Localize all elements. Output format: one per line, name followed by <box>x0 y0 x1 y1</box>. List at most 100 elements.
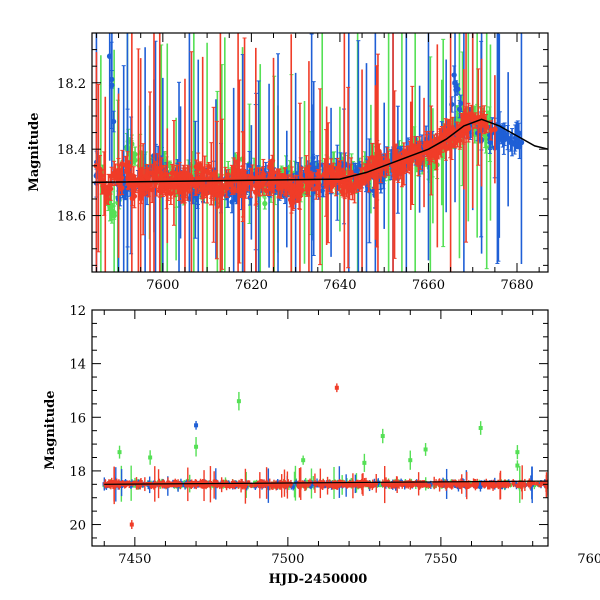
blue-data-point <box>452 79 458 86</box>
blue-data-point <box>458 100 464 106</box>
y-tick-label: 18.2 <box>57 77 86 92</box>
green-data-point <box>557 484 561 488</box>
green-data-point <box>262 200 268 207</box>
blue-data-point <box>356 163 363 169</box>
red-data-point <box>315 184 321 190</box>
red-data-point <box>176 186 182 192</box>
red-data-point <box>306 179 312 186</box>
red-data-point <box>298 186 305 193</box>
blue-data-point <box>505 136 511 143</box>
x-tick-label: 7660 <box>412 278 445 293</box>
red-data-point <box>199 172 206 179</box>
green-data-point <box>581 482 585 486</box>
red-data-point <box>395 169 402 176</box>
red-data-point <box>384 157 391 163</box>
red-data-point <box>331 175 337 181</box>
red-data-point <box>108 186 114 192</box>
red-data-point <box>100 183 106 189</box>
red-data-point <box>469 113 476 119</box>
red-data-point <box>349 189 356 195</box>
red-data-point <box>214 192 220 198</box>
red-data-point <box>171 170 177 176</box>
red-data-point <box>275 180 282 186</box>
red-data-point <box>206 163 212 170</box>
red-data-point <box>339 188 345 195</box>
red-data-point <box>359 179 365 186</box>
red-data-point <box>159 184 165 190</box>
red-data-point <box>390 162 396 169</box>
green-data-point <box>580 483 584 487</box>
red-data-point <box>484 124 490 130</box>
bottom-panel: 745075007550760076501214161820 <box>69 304 600 567</box>
red-data-point <box>137 186 144 192</box>
x-tick-label: 7680 <box>500 278 533 293</box>
blue-data-point <box>109 82 115 88</box>
red-data-point <box>335 166 341 172</box>
x-tick-label: 7640 <box>323 278 356 293</box>
red-data-point <box>357 184 363 190</box>
x-tick-label: 7600 <box>146 278 179 293</box>
blue-data-point <box>111 118 117 125</box>
red-data-point <box>377 161 383 167</box>
red-data-point <box>151 172 157 179</box>
red-data-point <box>164 182 171 189</box>
green-data-point <box>592 484 596 488</box>
red-data-point <box>124 168 130 174</box>
red-data-point <box>142 186 148 192</box>
blue-data-point <box>496 133 503 139</box>
red-data-point <box>263 188 269 194</box>
red-data-point <box>126 163 132 169</box>
green-data-point <box>560 482 564 486</box>
blue-data-point <box>106 53 113 60</box>
red-data-point <box>237 183 243 190</box>
red-data-point <box>203 191 209 197</box>
red-data-point <box>158 164 165 170</box>
red-data-point <box>288 189 295 196</box>
green-data-point <box>111 212 117 219</box>
red-data-point <box>257 174 263 180</box>
red-data-point <box>211 172 217 178</box>
red-data-point <box>131 193 138 199</box>
green-data-point <box>593 483 597 487</box>
red-data-point <box>443 146 449 152</box>
red-data-point <box>253 182 259 189</box>
green-data-point <box>580 482 584 486</box>
red-data-point <box>329 183 335 190</box>
red-data-point <box>217 186 224 192</box>
y-tick-label: 18.6 <box>57 210 86 225</box>
red-data-point <box>282 173 288 180</box>
blue-data-point <box>453 87 459 93</box>
y-tick-label: 18.4 <box>57 143 86 158</box>
red-data-point <box>115 172 122 179</box>
red-data-point <box>323 172 330 179</box>
red-data-point <box>270 169 277 176</box>
top-panel: 7600 7620 7640 7660 7680 18.2 18.4 18.6 <box>57 32 549 293</box>
red-data-point <box>352 183 358 189</box>
red-data-point <box>492 126 498 133</box>
red-data-point <box>372 159 379 166</box>
blue-data-point <box>515 130 521 136</box>
red-data-point <box>442 130 449 137</box>
red-data-point <box>417 154 423 160</box>
red-data-point <box>478 119 485 126</box>
red-data-point <box>438 133 444 140</box>
red-data-point <box>111 170 117 176</box>
red-data-point <box>193 179 199 185</box>
red-data-point <box>205 169 211 175</box>
plot-area <box>102 383 597 530</box>
plot-frame <box>91 32 549 273</box>
red-data-point <box>154 165 161 171</box>
green-data-point <box>483 135 489 141</box>
blue-data-point <box>518 139 525 146</box>
red-data-point <box>265 181 272 187</box>
red-data-point <box>375 154 381 160</box>
x-tick-label: 7620 <box>235 278 268 293</box>
red-data-point <box>102 189 109 196</box>
green-data-point <box>565 483 569 487</box>
red-data-point <box>172 184 178 190</box>
red-data-point <box>426 152 432 158</box>
green-data-point <box>132 157 138 163</box>
red-data-point <box>400 167 406 173</box>
blue-data-point <box>451 72 457 78</box>
